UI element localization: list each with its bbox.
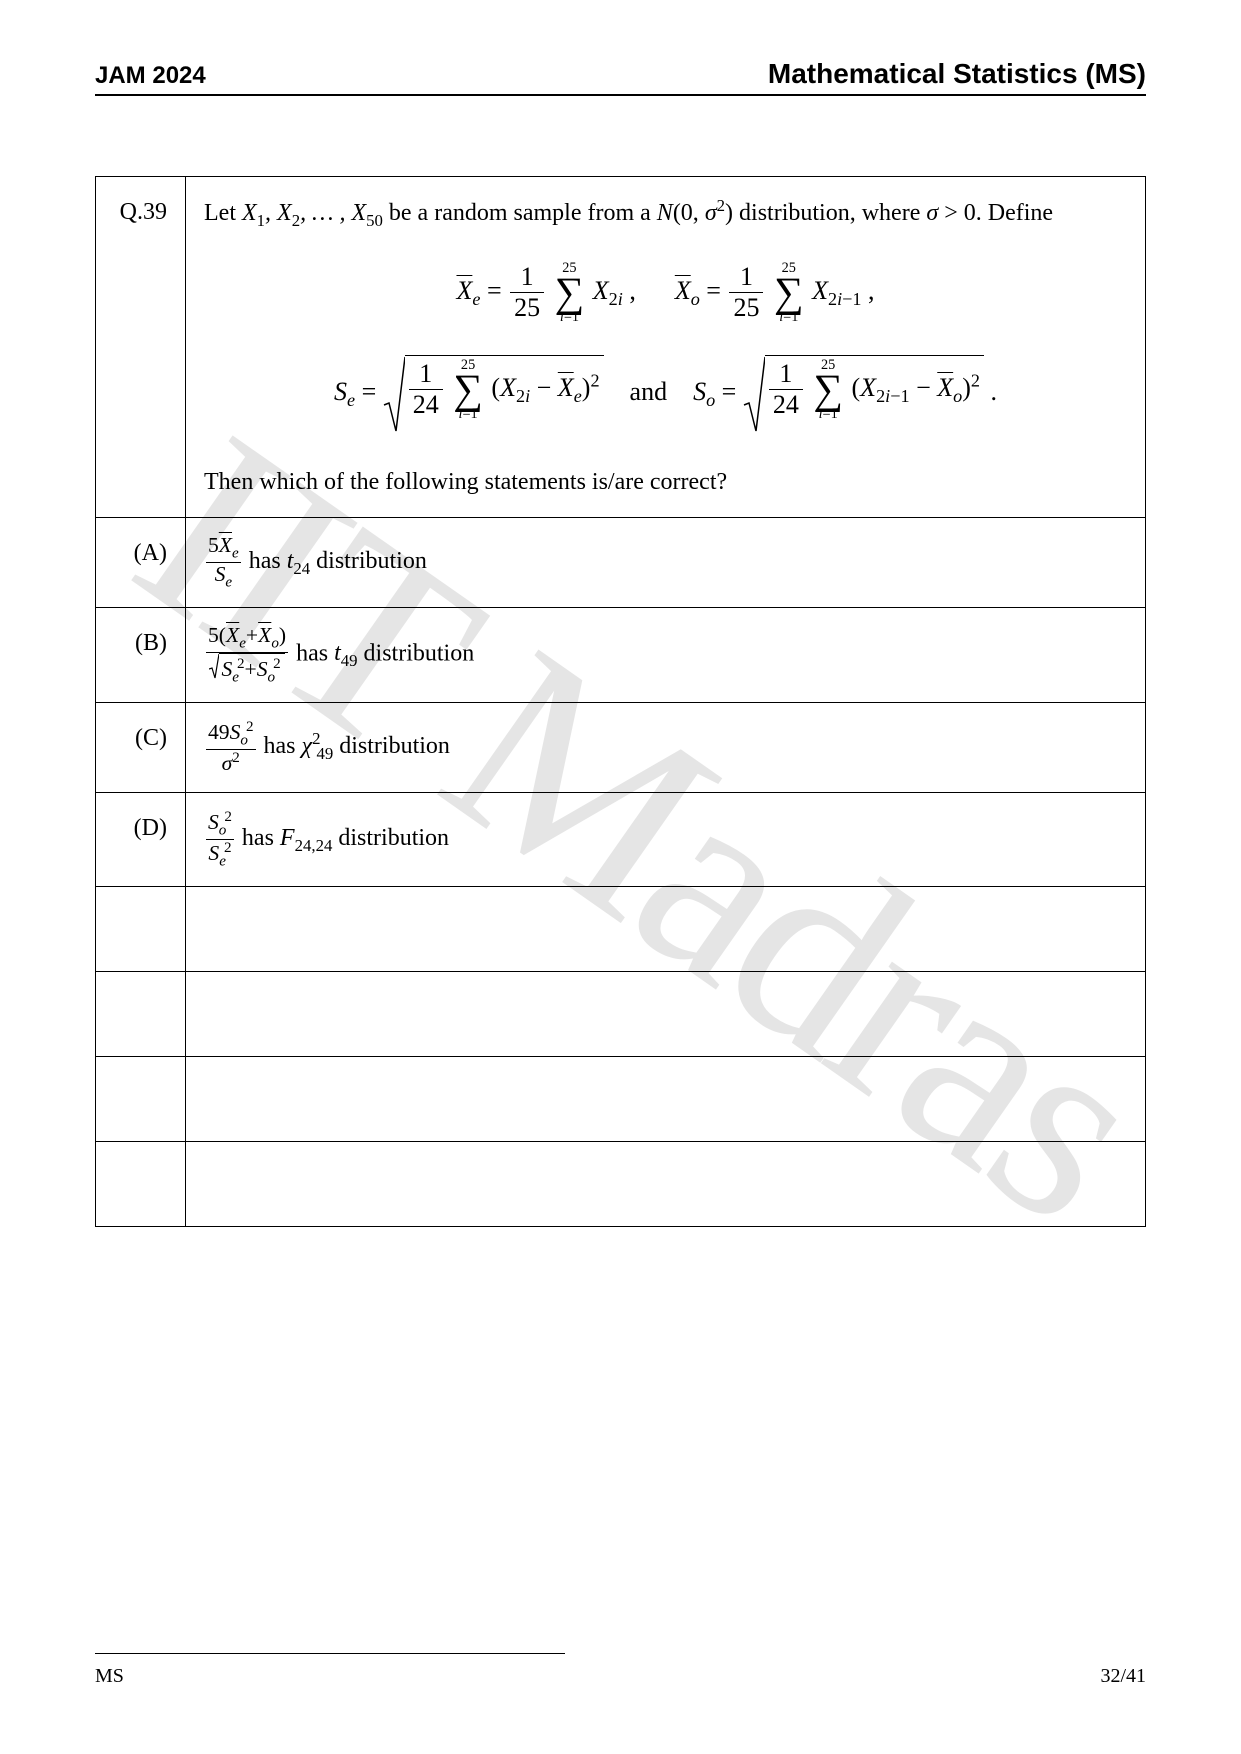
question-body: Let X1, X2, … , X50 be a random sample f… bbox=[186, 177, 1146, 518]
footer-right: 32/41 bbox=[1100, 1665, 1146, 1688]
option-b-expr: 5(Xe+Xo) Se2+So2 bbox=[206, 624, 288, 686]
has-b: has bbox=[296, 640, 334, 666]
header-right: Mathematical Statistics (MS) bbox=[768, 58, 1146, 90]
intro-d: . Define bbox=[976, 200, 1053, 226]
dist-b: t49 bbox=[334, 640, 357, 666]
option-b-body: 5(Xe+Xo) Se2+So2 has t49 distribution bbox=[186, 607, 1146, 702]
option-d-expr: So2 Se2 bbox=[206, 809, 234, 870]
option-row-c: (C) 49So2 σ2 has χ249 distribution bbox=[96, 702, 1146, 792]
empty-row bbox=[96, 972, 1146, 1057]
tail-a: distribution bbox=[310, 548, 427, 574]
radical-icon bbox=[743, 355, 765, 433]
dist-a: t24 bbox=[287, 548, 310, 574]
page-footer: MS 32/41 bbox=[95, 1665, 1146, 1688]
option-a-body: 5Xe Se has t24 distribution bbox=[186, 518, 1146, 608]
option-a-expr: 5Xe Se bbox=[206, 534, 241, 591]
intro-c: distribution, where bbox=[733, 200, 926, 226]
option-c-label: (C) bbox=[96, 702, 186, 792]
has-a: has bbox=[249, 548, 287, 574]
eq-means: Xe = 125 25∑i=1 X2i , Xo = 125 25∑i=1 X2… bbox=[204, 261, 1127, 325]
dist-d: F24,24 bbox=[280, 825, 332, 851]
option-row-a: (A) 5Xe Se has t24 distribution bbox=[96, 518, 1146, 608]
intro-b: be a random sample from a bbox=[383, 200, 657, 226]
dist-c: χ249 bbox=[302, 733, 334, 759]
dist-normal: N(0, σ2) bbox=[657, 200, 733, 226]
sigma-pos: σ > 0 bbox=[926, 200, 975, 226]
question-table: Q.39 Let X1, X2, … , X50 be a random sam… bbox=[95, 176, 1146, 1227]
page-header: JAM 2024 Mathematical Statistics (MS) bbox=[95, 58, 1146, 96]
intro-a: Let bbox=[204, 200, 242, 226]
has-d: has bbox=[242, 825, 280, 851]
option-c-expr: 49So2 σ2 bbox=[206, 719, 256, 776]
option-row-b: (B) 5(Xe+Xo) Se2+So2 bbox=[96, 607, 1146, 702]
option-a-label: (A) bbox=[96, 518, 186, 608]
empty-row bbox=[96, 1057, 1146, 1142]
footer-left: MS bbox=[95, 1665, 124, 1688]
radical-icon bbox=[383, 355, 405, 433]
question-content: Q.39 Let X1, X2, … , X50 be a random sam… bbox=[95, 176, 1146, 1227]
tail-c: distribution bbox=[333, 733, 450, 759]
sample-vars: X1, X2, … , X50 bbox=[242, 200, 383, 226]
header-left: JAM 2024 bbox=[95, 62, 206, 90]
tail-d: distribution bbox=[332, 825, 449, 851]
has-c: has bbox=[264, 733, 302, 759]
question-row: Q.39 Let X1, X2, … , X50 be a random sam… bbox=[96, 177, 1146, 518]
empty-row bbox=[96, 1142, 1146, 1227]
footer-rule bbox=[95, 1653, 565, 1654]
question-number: Q.39 bbox=[96, 177, 186, 518]
eq-sds: Se = 124 25∑i=1 (X2i − Xe)2 and So bbox=[204, 355, 1127, 433]
option-c-body: 49So2 σ2 has χ249 distribution bbox=[186, 702, 1146, 792]
option-row-d: (D) So2 Se2 has F24,24 distribution bbox=[96, 793, 1146, 887]
empty-row bbox=[96, 887, 1146, 972]
option-d-label: (D) bbox=[96, 793, 186, 887]
tail-b: distribution bbox=[358, 640, 475, 666]
option-b-label: (B) bbox=[96, 607, 186, 702]
followup-text: Then which of the following statements i… bbox=[204, 463, 1127, 501]
radical-icon bbox=[209, 653, 219, 679]
option-d-body: So2 Se2 has F24,24 distribution bbox=[186, 793, 1146, 887]
